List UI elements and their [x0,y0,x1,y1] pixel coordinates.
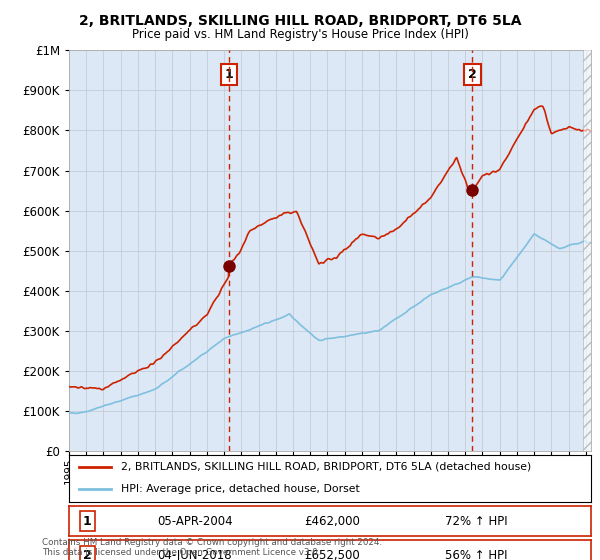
Text: 56% ↑ HPI: 56% ↑ HPI [445,549,508,560]
Text: 2, BRITLANDS, SKILLING HILL ROAD, BRIDPORT, DT6 5LA (detached house): 2, BRITLANDS, SKILLING HILL ROAD, BRIDPO… [121,461,532,472]
Text: HPI: Average price, detached house, Dorset: HPI: Average price, detached house, Dors… [121,484,360,494]
Text: 1: 1 [83,515,92,528]
Text: 2: 2 [468,68,477,81]
Text: 2: 2 [83,549,92,560]
Text: 04-JUN-2018: 04-JUN-2018 [158,549,232,560]
Text: 2, BRITLANDS, SKILLING HILL ROAD, BRIDPORT, DT6 5LA: 2, BRITLANDS, SKILLING HILL ROAD, BRIDPO… [79,14,521,28]
Text: 72% ↑ HPI: 72% ↑ HPI [445,515,508,528]
Text: £652,500: £652,500 [304,549,359,560]
Text: Price paid vs. HM Land Registry's House Price Index (HPI): Price paid vs. HM Land Registry's House … [131,28,469,41]
Text: Contains HM Land Registry data © Crown copyright and database right 2024.
This d: Contains HM Land Registry data © Crown c… [42,538,382,557]
Text: £462,000: £462,000 [304,515,360,528]
Text: 05-APR-2004: 05-APR-2004 [158,515,233,528]
Text: 1: 1 [224,68,233,81]
